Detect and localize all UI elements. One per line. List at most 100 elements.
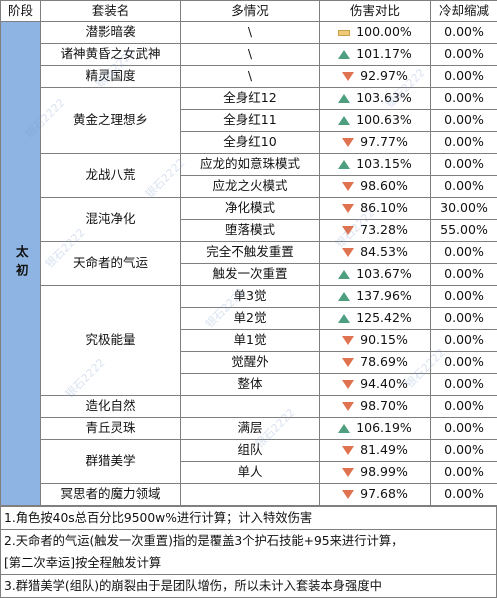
table-row: 冥思者的魔力领域 97.68% 0.00% [1, 484, 497, 506]
cooldown-value: 0.00% [431, 286, 497, 308]
set-name: 冥思者的魔力领域 [41, 484, 181, 506]
damage-value: 73.28% [360, 222, 408, 237]
cooldown-value: 0.00% [431, 418, 497, 440]
cooldown-value: 0.00% [431, 176, 497, 198]
situation: \ [181, 66, 320, 88]
damage-cell: 100.00% [320, 22, 431, 44]
down-triangle-icon [342, 446, 354, 455]
cooldown-value: 0.00% [431, 154, 497, 176]
cooldown-value: 0.00% [431, 484, 497, 506]
situation: 净化模式 [181, 198, 320, 220]
damage-cell: 84.53% [320, 242, 431, 264]
down-triangle-icon [342, 380, 354, 389]
cooldown-value: 55.00% [431, 220, 497, 242]
situation: \ [181, 22, 320, 44]
damage-cell: 78.69% [320, 352, 431, 374]
damage-cell: 98.99% [320, 462, 431, 484]
up-triangle-icon [338, 94, 350, 103]
up-triangle-icon [338, 160, 350, 169]
damage-value: 103.67% [356, 266, 412, 281]
table-row: 诸神黄昏之女武神 \ 101.17% 0.00% [1, 44, 497, 66]
set-comparison-table: 阶段 套装名 多情况 伤害对比 冷却缩减 太初 潜影暗袭 \ 100.00% 0… [0, 0, 497, 506]
situation: 全身红12 [181, 88, 320, 110]
situation: 组队 [181, 440, 320, 462]
situation: 单人 [181, 462, 320, 484]
down-triangle-icon [342, 204, 354, 213]
up-triangle-icon [338, 314, 350, 323]
situation: 全身红11 [181, 110, 320, 132]
set-name: 造化自然 [41, 396, 181, 418]
set-name: 黄金之理想乡 [41, 88, 181, 154]
damage-cell: 97.68% [320, 484, 431, 506]
set-name: 潜影暗袭 [41, 22, 181, 44]
situation: 触发一次重置 [181, 264, 320, 286]
situation: 满层 [181, 418, 320, 440]
cooldown-value: 0.00% [431, 44, 497, 66]
table-row: 天命者的气运 完全不触发重置 84.53% 0.00% [1, 242, 497, 264]
table-row: 黄金之理想乡 全身红12 103.63% 0.00% [1, 88, 497, 110]
damage-cell: 103.63% [320, 88, 431, 110]
damage-cell: 100.63% [320, 110, 431, 132]
damage-value: 98.60% [360, 178, 408, 193]
down-triangle-icon [342, 182, 354, 191]
set-name: 天命者的气运 [41, 242, 181, 286]
table-row: 造化自然 98.70% 0.00% [1, 396, 497, 418]
situation [181, 396, 320, 418]
footnotes: 1.角色按40s总百分比9500w%进行计算；计入特效伤害 2.天命者的气运(触… [0, 506, 497, 598]
down-triangle-icon [342, 72, 354, 81]
damage-cell: 81.49% [320, 440, 431, 462]
damage-value: 98.99% [360, 464, 408, 479]
situation: 全身红10 [181, 132, 320, 154]
damage-value: 97.68% [360, 486, 408, 501]
damage-cell: 103.67% [320, 264, 431, 286]
up-triangle-icon [338, 116, 350, 125]
footnote: [第二次幸运]按全程触发计算 [1, 552, 496, 574]
cooldown-value: 0.00% [431, 132, 497, 154]
table-row: 混沌净化 净化模式 86.10% 30.00% [1, 198, 497, 220]
header-row: 阶段 套装名 多情况 伤害对比 冷却缩减 [1, 1, 497, 22]
down-triangle-icon [342, 468, 354, 477]
damage-cell: 106.19% [320, 418, 431, 440]
damage-cell: 97.77% [320, 132, 431, 154]
cooldown-value: 0.00% [431, 352, 497, 374]
situation: 应龙的如意珠模式 [181, 154, 320, 176]
cooldown-value: 0.00% [431, 440, 497, 462]
cooldown-value: 0.00% [431, 462, 497, 484]
cooldown-value: 0.00% [431, 22, 497, 44]
footnote: 1.角色按40s总百分比9500w%进行计算；计入特效伤害 [1, 506, 496, 529]
situation: 堕落模式 [181, 220, 320, 242]
up-triangle-icon [338, 50, 350, 59]
down-triangle-icon [342, 490, 354, 499]
set-name: 精灵国度 [41, 66, 181, 88]
down-triangle-icon [342, 138, 354, 147]
situation [181, 484, 320, 506]
damage-cell: 103.15% [320, 154, 431, 176]
damage-value: 84.53% [360, 244, 408, 259]
cooldown-value: 0.00% [431, 308, 497, 330]
flat-indicator-icon [338, 30, 350, 36]
situation: 单1觉 [181, 330, 320, 352]
damage-cell: 101.17% [320, 44, 431, 66]
situation: 单2觉 [181, 308, 320, 330]
cooldown-value: 0.00% [431, 330, 497, 352]
set-name: 青丘灵珠 [41, 418, 181, 440]
table-row: 群猎美学 组队 81.49% 0.00% [1, 440, 497, 462]
damage-value: 101.17% [356, 46, 412, 61]
damage-value: 125.42% [356, 310, 412, 325]
up-triangle-icon [338, 292, 350, 301]
damage-value: 86.10% [360, 200, 408, 215]
damage-value: 78.69% [360, 354, 408, 369]
table-row: 龙战八荒 应龙的如意珠模式 103.15% 0.00% [1, 154, 497, 176]
damage-cell: 86.10% [320, 198, 431, 220]
table-row: 太初 潜影暗袭 \ 100.00% 0.00% [1, 22, 497, 44]
damage-value: 137.96% [356, 288, 412, 303]
cooldown-value: 0.00% [431, 88, 497, 110]
damage-cell: 94.40% [320, 374, 431, 396]
situation: 整体 [181, 374, 320, 396]
situation: 完全不触发重置 [181, 242, 320, 264]
down-triangle-icon [342, 248, 354, 257]
damage-value: 90.15% [360, 332, 408, 347]
table-row: 青丘灵珠 满层 106.19% 0.00% [1, 418, 497, 440]
damage-value: 81.49% [360, 442, 408, 457]
